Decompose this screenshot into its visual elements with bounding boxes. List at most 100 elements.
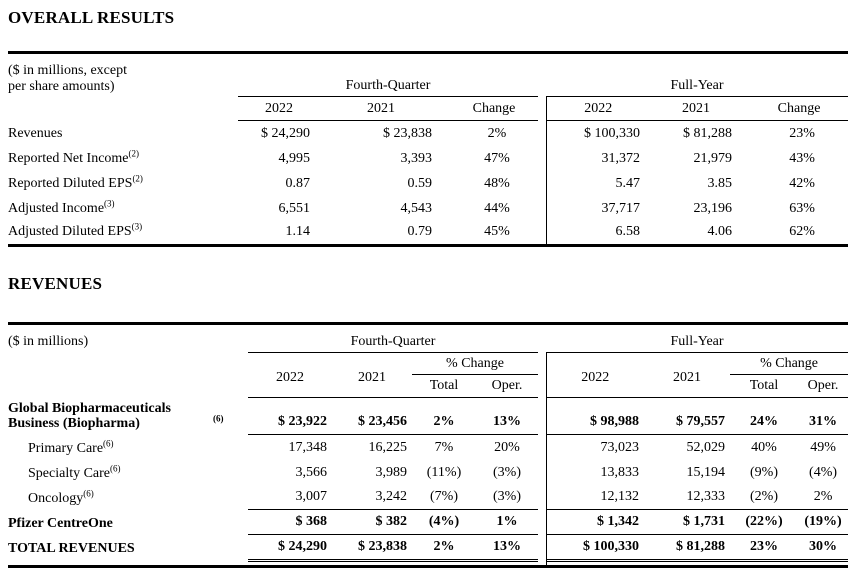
spacer-cell <box>798 562 848 567</box>
cell-fy-change-total: (22%) <box>730 509 799 535</box>
cell-fq-2022: 0.87 <box>285 175 311 191</box>
pct-change-header: % Change <box>412 352 539 375</box>
cell-fy-2021: 52,029 <box>686 439 726 455</box>
fourth-quarter-header: Fourth-Quarter <box>238 52 539 97</box>
group-header-row: ($ in millions) Fourth-Quarter Full-Year <box>8 323 849 353</box>
unit-note: ($ in millions) <box>8 334 89 349</box>
column-divider <box>538 434 547 460</box>
column-divider <box>538 195 547 221</box>
cell-fy-2021: $ 81,288 <box>683 125 733 141</box>
row-label-text: Reported Net Income <box>8 150 129 166</box>
cell-fy-2022: 5.47 <box>615 175 641 191</box>
unit-note-line-1: ($ in millions, except <box>8 63 127 78</box>
rule-segment <box>412 559 476 562</box>
rule-segment <box>644 559 731 562</box>
col-header-2021: 2021 <box>650 96 743 121</box>
col-header-oper: Oper. <box>798 374 849 398</box>
cell-fy-change-total: 23% <box>730 534 799 560</box>
cell-fq-change-oper: (3%) <box>476 484 539 510</box>
table-row-reported-net-income: Reported Net Income(2) 4,995 3,393 47% 3… <box>8 145 848 171</box>
cell-fy-2022: $ 98,988 <box>546 397 645 435</box>
cell-fq-change: 45% <box>484 224 510 239</box>
row-label-reported-diluted-eps: Reported Diluted EPS(2) <box>8 171 238 196</box>
cell-fq-change-oper: 13% <box>476 397 539 435</box>
column-divider-gap <box>538 324 546 353</box>
table-row-revenues: Revenues $ 24,290 $ 23,838 2% $ 100,330 … <box>8 120 848 146</box>
rule-segment <box>730 559 799 562</box>
cell-fy-2021: $ 1,731 <box>644 509 731 535</box>
gap-row <box>8 561 848 567</box>
cell-fq-change-total: 2% <box>412 534 476 560</box>
column-divider <box>538 352 547 398</box>
cell-fq-change-total: 7% <box>434 439 454 455</box>
row-label-pfizer-centreone: Pfizer CentreOne <box>8 510 248 535</box>
row-label-biopharma: Global Biopharmaceuticals Business (Biop… <box>8 398 248 435</box>
cell-fq-2022: 6,551 <box>278 200 311 216</box>
cell-fy-2021: 21,979 <box>693 150 733 166</box>
rule-segment <box>476 559 539 562</box>
cell-fy-change-total: 40% <box>751 439 777 455</box>
cell-fy-2022: $ 1,342 <box>546 509 645 535</box>
table-row-biopharma: Global Biopharmaceuticals Business (Biop… <box>8 397 849 435</box>
cell-fy-change-oper: 31% <box>798 397 849 435</box>
column-divider <box>538 120 547 146</box>
table-row-adjusted-income: Adjusted Income(3) 6,551 4,543 44% 37,71… <box>8 195 848 221</box>
table-row-reported-diluted-eps: Reported Diluted EPS(2) 0.87 0.59 48% 5.… <box>8 170 848 196</box>
full-year-header: Full-Year <box>546 52 849 97</box>
cell-fy-change-total: 24% <box>730 397 799 435</box>
cell-fy-2021: 23,196 <box>693 200 733 216</box>
unit-note-line-2: per share amounts) <box>8 79 115 94</box>
row-label-text: TOTAL REVENUES <box>8 540 135 556</box>
spacer-cell <box>8 562 248 567</box>
cell-fq-2021: $ 23,838 <box>383 125 432 141</box>
row-label-text: Global Biopharmaceuticals Business (Biop… <box>8 400 171 431</box>
cell-fy-change-oper: 49% <box>810 439 836 455</box>
column-divider <box>538 96 547 121</box>
row-label-adjusted-income: Adjusted Income(3) <box>8 196 238 221</box>
cell-fy-2021: $ 79,557 <box>644 397 731 435</box>
col-header-2021: 2021 <box>644 352 731 398</box>
table-row-total-revenues: TOTAL REVENUES $ 24,290 $ 23,838 2% 13% … <box>8 534 849 560</box>
group-header-row: ($ in millions, except per share amounts… <box>8 52 849 97</box>
col-header-2022: 2022 <box>238 96 320 121</box>
row-label-text: Revenues <box>8 125 63 141</box>
cell-fq-2021: 3,242 <box>332 484 412 510</box>
row-label-text: Reported Diluted EPS <box>8 175 133 191</box>
row-label-total-revenues: TOTAL REVENUES <box>8 535 248 560</box>
row-label-revenues: Revenues <box>8 121 238 146</box>
rule-segment <box>798 559 849 562</box>
cell-fq-2022: $ 24,290 <box>261 125 310 141</box>
row-label-text: Pfizer CentreOne <box>8 515 113 531</box>
full-year-header: Full-Year <box>546 323 849 353</box>
cell-fq-change: 2% <box>487 125 507 141</box>
spacer-cell <box>644 562 730 567</box>
cell-fy-change-total: (9%) <box>750 464 779 480</box>
cell-fq-2021: 4,543 <box>400 200 433 216</box>
col-header-2021: 2021 <box>332 352 412 398</box>
overall-results-title: OVERALL RESULTS <box>8 8 175 27</box>
cell-fq-2022: 1.14 <box>285 224 311 239</box>
cell-fq-change-oper: 1% <box>476 509 539 535</box>
double-rule-row <box>8 559 849 562</box>
spacer-cell <box>412 562 476 567</box>
cell-fy-change-total: (2%) <box>730 484 799 510</box>
spacer-cell <box>248 562 332 567</box>
subheader-row: 2022 2021 % Change 2022 2021 % Change <box>8 352 849 398</box>
cell-fy-2022: 31,372 <box>601 150 641 166</box>
footnote-ref: (6) <box>103 437 114 448</box>
cell-fy-2022: 12,132 <box>546 484 645 510</box>
col-header-2022: 2022 <box>546 96 651 121</box>
cell-fy-2022: 73,023 <box>600 439 640 455</box>
cell-fq-2021: $ 23,456 <box>332 397 412 435</box>
column-divider <box>538 559 547 562</box>
row-label-text: Primary Care <box>28 440 104 456</box>
cell-fy-2022: 37,717 <box>601 200 641 216</box>
col-header-2022: 2022 <box>248 352 332 398</box>
footnote-ref: (6) <box>83 487 94 498</box>
cell-fy-2021: 4.06 <box>707 224 733 239</box>
cell-fy-change-oper: 30% <box>798 534 849 560</box>
row-label-text: Oncology <box>28 490 84 506</box>
table-row-primary-care: Primary Care(6) 17,348 16,225 7% 20% 73,… <box>8 434 848 460</box>
row-label-oncology: Oncology(6) <box>8 485 248 510</box>
col-header-2021: 2021 <box>320 96 442 121</box>
